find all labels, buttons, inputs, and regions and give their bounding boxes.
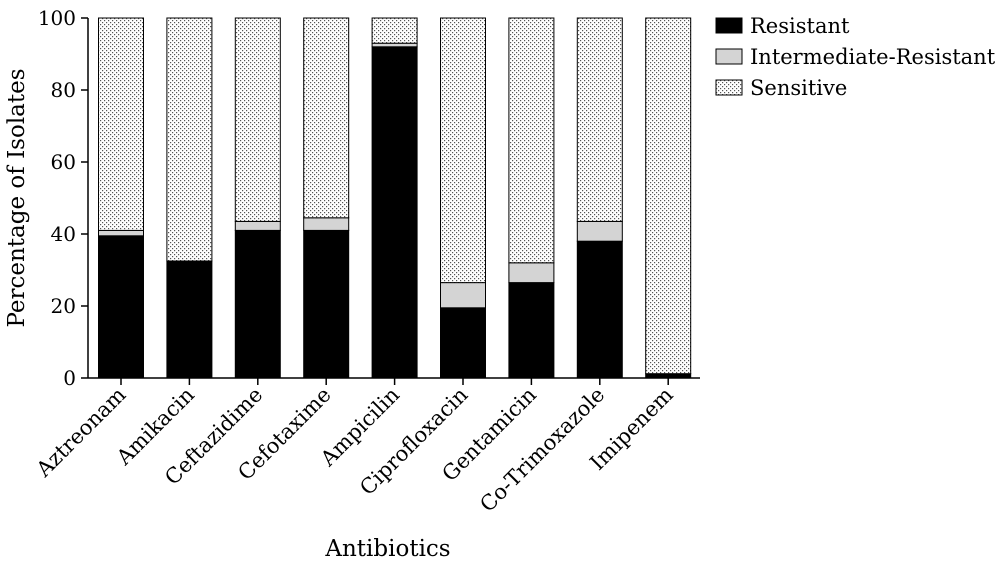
legend-swatch-resistant	[715, 17, 743, 34]
y-axis-title: Percentage of Isolates	[4, 68, 30, 327]
bar-sensitive-gentamicin	[508, 17, 555, 264]
bar-intermediate-resistant-gentamicin	[508, 262, 555, 284]
bar-intermediate-resistant-ceftazidime	[234, 220, 281, 231]
x-tick-label: Co-Trimoxazole	[475, 383, 609, 517]
bar-resistant-gentamicin	[508, 282, 555, 379]
legend-label: Sensitive	[750, 76, 847, 100]
y-tick-label: 60	[51, 150, 76, 174]
y-tick-label: 100	[38, 6, 76, 30]
bar-sensitive-amikacin	[166, 17, 213, 262]
x-ticks-group: AztreonamAmikacinCeftazidimeCefotaximeAm…	[31, 378, 678, 517]
bar-resistant-ampicilin	[371, 46, 418, 379]
bar-resistant-ceftazidime	[234, 229, 281, 379]
legend-label: Resistant	[750, 14, 850, 38]
bar-resistant-amikacin	[166, 260, 213, 379]
y-tick-label: 40	[51, 222, 76, 246]
bar-intermediate-resistant-co-trimoxazole	[576, 220, 623, 242]
bar-intermediate-resistant-aztreonam	[98, 229, 144, 237]
y-tick-label: 20	[51, 294, 76, 318]
legend: Resistant Intermediate-Resistant Sensitive	[715, 14, 996, 100]
bar-resistant-cefotaxime	[303, 229, 350, 379]
bar-sensitive-co-trimoxazole	[576, 17, 623, 222]
legend-swatch-intermediate-resistant	[715, 48, 743, 65]
bar-intermediate-resistant-cefotaxime	[303, 217, 350, 231]
bar-sensitive-imipenem	[645, 17, 692, 375]
x-axis-title: Antibiotics	[324, 536, 450, 562]
bar-sensitive-ciprofloxacin	[440, 17, 486, 284]
bar-sensitive-ceftazidime	[234, 17, 281, 222]
bar-resistant-ciprofloxacin	[440, 307, 486, 379]
bars-group	[98, 17, 692, 379]
bar-sensitive-cefotaxime	[303, 17, 350, 219]
y-tick-label: 80	[51, 78, 76, 102]
bar-intermediate-resistant-ciprofloxacin	[440, 282, 486, 309]
legend-swatch-sensitive	[715, 79, 743, 96]
bar-sensitive-aztreonam	[98, 17, 144, 231]
x-tick-label: Aztreonam	[31, 383, 131, 483]
y-ticks-group: 0 20 40 60 80 100	[38, 6, 88, 390]
bar-intermediate-resistant-ampicilin	[371, 42, 418, 48]
bar-sensitive-ampicilin	[371, 17, 418, 44]
bar-resistant-co-trimoxazole	[576, 240, 623, 379]
legend-label: Intermediate-Resistant	[750, 45, 996, 69]
y-tick-label: 0	[63, 366, 76, 390]
bar-resistant-aztreonam	[98, 235, 144, 379]
